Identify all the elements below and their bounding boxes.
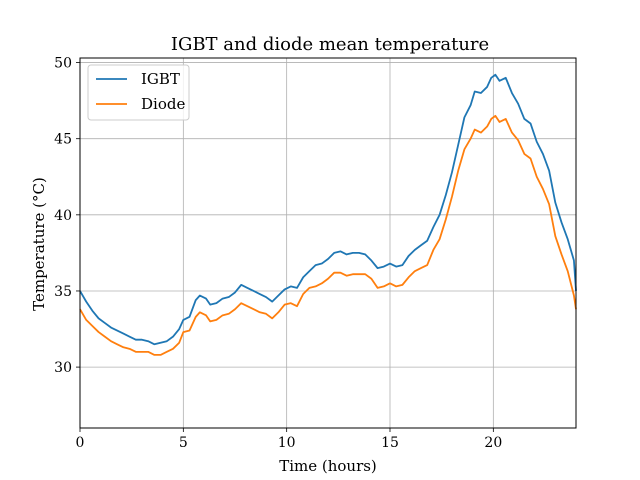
series-lines xyxy=(79,73,577,356)
y-tick-label: 40 xyxy=(54,208,72,224)
series-line-diode xyxy=(79,114,577,356)
y-tick-label: 45 xyxy=(54,132,72,148)
chart-title: IGBT and diode mean temperature xyxy=(171,34,489,55)
y-tick-label: 30 xyxy=(54,360,72,376)
x-tick-label: 20 xyxy=(484,435,502,451)
x-tick-label: 0 xyxy=(76,435,85,451)
legend: IGBT Diode xyxy=(87,64,190,121)
y-tick-label: 50 xyxy=(54,56,72,72)
series-line-igbt xyxy=(79,73,577,346)
x-axis-label: Time (hours) xyxy=(279,457,377,475)
legend-label-igbt: IGBT xyxy=(141,70,180,88)
axes-frame xyxy=(79,57,577,429)
legend-label-diode: Diode xyxy=(141,95,185,113)
x-tick-label: 10 xyxy=(278,435,296,451)
y-tick-label: 35 xyxy=(54,284,72,300)
grid xyxy=(79,58,576,428)
x-tick-label: 15 xyxy=(381,435,399,451)
x-tick-label: 5 xyxy=(179,435,188,451)
plot-frame xyxy=(79,57,577,429)
axis-ticks: 0 5 10 15 20 30 35 40 45 50 xyxy=(54,56,502,451)
y-axis-label: Temperature (°C) xyxy=(30,177,48,311)
